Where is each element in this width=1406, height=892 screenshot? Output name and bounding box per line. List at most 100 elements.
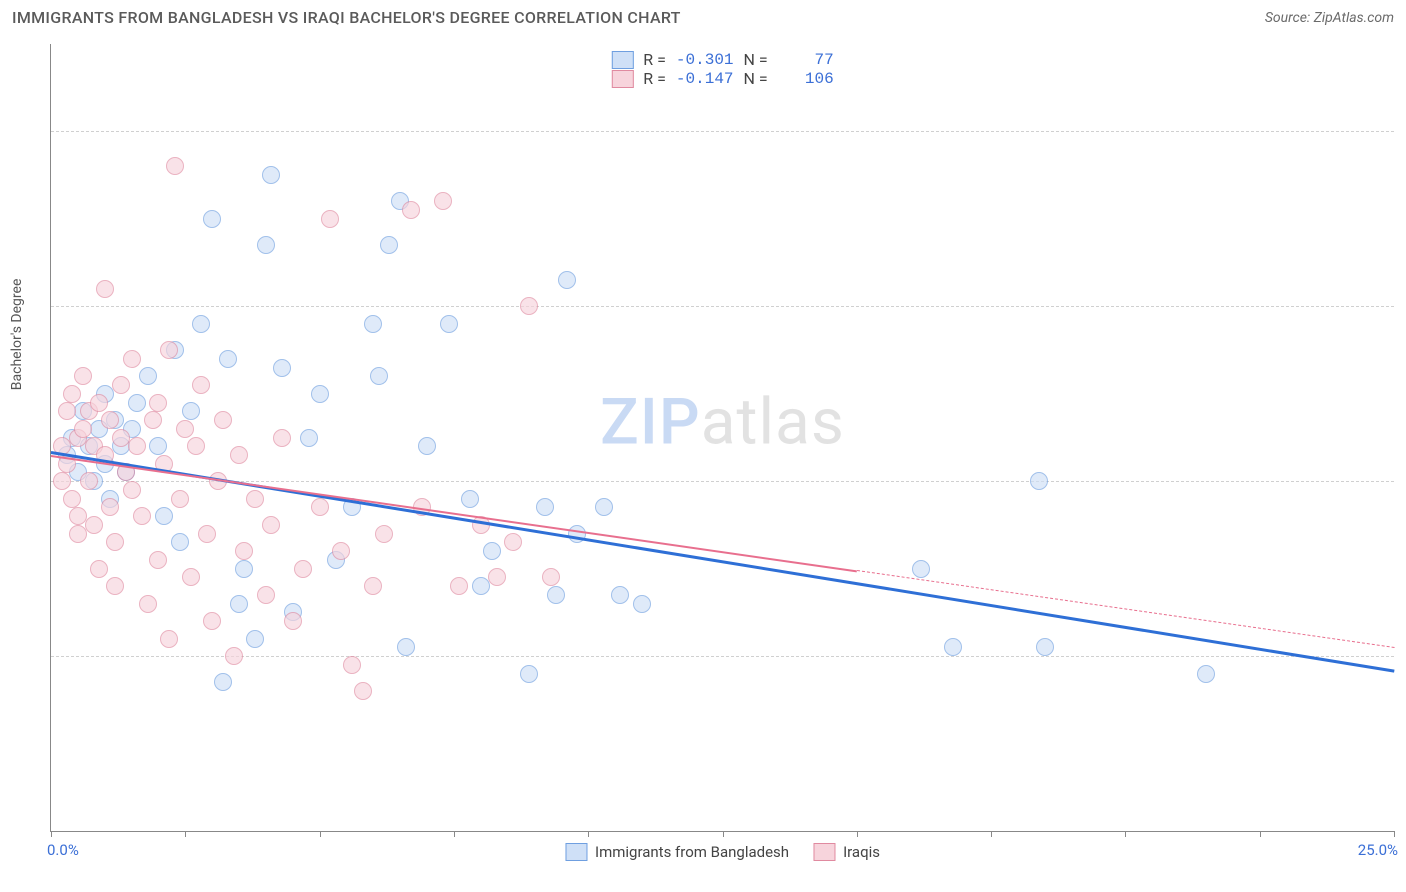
scatter-point	[123, 350, 141, 368]
legend-n-value: 77	[778, 51, 834, 69]
watermark-zip: ZIP	[600, 384, 701, 459]
scatter-point	[182, 402, 200, 420]
scatter-point	[69, 525, 87, 543]
scatter-point	[504, 533, 522, 551]
legend-r-label: R =	[643, 50, 666, 69]
scatter-point	[273, 359, 291, 377]
scatter-point	[214, 673, 232, 691]
scatter-point	[112, 376, 130, 394]
legend-swatch	[611, 70, 633, 88]
scatter-point	[311, 385, 329, 403]
legend-r-label: R =	[643, 69, 666, 88]
scatter-point	[488, 568, 506, 586]
scatter-point	[171, 490, 189, 508]
scatter-point	[257, 586, 275, 604]
scatter-point	[520, 665, 538, 683]
y-tick-label: 20.0%	[1399, 647, 1406, 665]
source-attribution: Source: ZipAtlas.com	[1265, 10, 1394, 26]
source-label: Source:	[1265, 10, 1310, 26]
scatter-point	[354, 682, 372, 700]
scatter-point	[74, 367, 92, 385]
scatter-point	[536, 498, 554, 516]
scatter-point	[203, 612, 221, 630]
y-tick-label: 40.0%	[1399, 472, 1406, 490]
scatter-point	[461, 490, 479, 508]
scatter-point	[257, 236, 275, 254]
scatter-point	[144, 411, 162, 429]
x-axis-min-label: 0.0%	[47, 841, 79, 859]
scatter-point	[440, 315, 458, 333]
watermark: ZIPatlas	[600, 384, 845, 459]
series-legend: Immigrants from BangladeshIraqis	[565, 843, 880, 861]
y-axis-title: Bachelor's Degree	[9, 278, 25, 390]
scatter-point	[633, 595, 651, 613]
scatter-point	[101, 498, 119, 516]
scatter-point	[418, 437, 436, 455]
scatter-point	[542, 568, 560, 586]
scatter-point	[139, 595, 157, 613]
scatter-point	[343, 656, 361, 674]
grid-line	[51, 481, 1394, 482]
x-tick	[1260, 831, 1261, 837]
trend-line	[857, 570, 1394, 648]
scatter-point	[192, 376, 210, 394]
scatter-point	[246, 490, 264, 508]
correlation-legend: R =-0.301N =77R =-0.147N =106	[603, 48, 841, 90]
scatter-point	[311, 498, 329, 516]
legend-r-value: -0.301	[676, 51, 734, 69]
legend-n-label: N =	[744, 50, 768, 69]
scatter-point	[101, 411, 119, 429]
x-tick	[454, 831, 455, 837]
scatter-point	[166, 157, 184, 175]
scatter-point	[128, 394, 146, 412]
series-legend-item: Iraqis	[813, 843, 880, 861]
legend-swatch	[813, 843, 835, 861]
scatter-point	[133, 507, 151, 525]
scatter-point	[58, 402, 76, 420]
scatter-point	[402, 201, 420, 219]
scatter-point	[230, 446, 248, 464]
scatter-point	[370, 367, 388, 385]
x-tick	[185, 831, 186, 837]
x-tick	[857, 831, 858, 837]
scatter-point	[53, 472, 71, 490]
scatter-point	[219, 350, 237, 368]
scatter-point	[547, 586, 565, 604]
scatter-point	[182, 568, 200, 586]
scatter-point	[225, 647, 243, 665]
scatter-point	[558, 271, 576, 289]
scatter-point	[80, 472, 98, 490]
scatter-point	[294, 560, 312, 578]
legend-row: R = -0.301 N = 77	[611, 50, 833, 69]
scatter-point	[214, 411, 232, 429]
scatter-point	[96, 280, 114, 298]
series-label: Iraqis	[843, 843, 880, 861]
scatter-point	[203, 210, 221, 228]
scatter-point	[611, 586, 629, 604]
x-tick	[723, 831, 724, 837]
legend-swatch	[565, 843, 587, 861]
scatter-point	[171, 533, 189, 551]
source-name: ZipAtlas.com	[1314, 10, 1394, 26]
scatter-point	[155, 507, 173, 525]
scatter-point	[1036, 638, 1054, 656]
y-tick-label: 80.0%	[1399, 122, 1406, 140]
scatter-point	[397, 638, 415, 656]
scatter-point	[74, 420, 92, 438]
scatter-point	[595, 498, 613, 516]
scatter-point	[90, 560, 108, 578]
legend-r-value: -0.147	[676, 70, 734, 88]
scatter-point	[230, 595, 248, 613]
scatter-point	[63, 490, 81, 508]
chart-header: IMMIGRANTS FROM BANGLADESH VS IRAQI BACH…	[0, 0, 1406, 31]
grid-line	[51, 656, 1394, 657]
scatter-point	[1197, 665, 1215, 683]
scatter-point	[176, 420, 194, 438]
scatter-point	[192, 315, 210, 333]
x-tick	[320, 831, 321, 837]
scatter-point	[235, 542, 253, 560]
scatter-point	[364, 315, 382, 333]
scatter-point	[944, 638, 962, 656]
x-tick	[588, 831, 589, 837]
scatter-point	[106, 533, 124, 551]
